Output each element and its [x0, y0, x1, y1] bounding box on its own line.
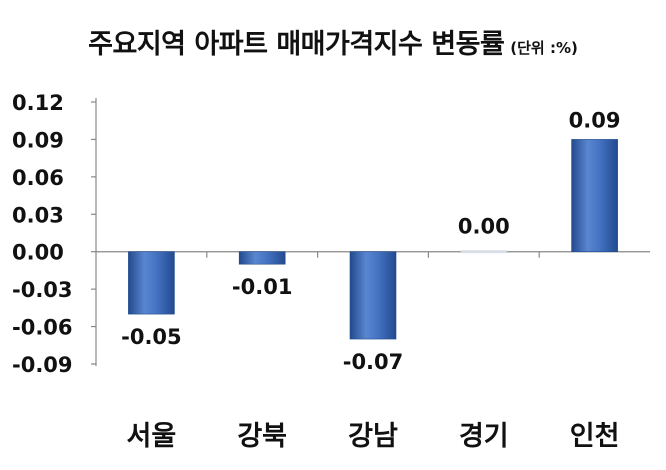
bar — [349, 251, 397, 340]
bar — [460, 250, 507, 254]
x-axis: 서울 강북 강남 경기 인천 — [96, 251, 650, 452]
data-label: 0.00 — [458, 215, 510, 239]
y-tick-label: -0.09 — [12, 353, 73, 377]
bar — [128, 251, 175, 315]
category-label: 서울 — [127, 421, 177, 452]
category-label: 강북 — [237, 421, 287, 452]
y-axis: 0.12 0.09 0.06 0.03 0.00 -0.03 -0.06 -0.09 — [12, 91, 97, 377]
category-label: 강남 — [348, 421, 398, 452]
y-tick-label: -0.06 — [12, 316, 73, 340]
bars — [128, 139, 618, 340]
data-label: -0.05 — [121, 325, 182, 349]
chart-title: 주요지역 아파트 매매가격지수 변동률 — [88, 29, 505, 60]
data-label: -0.01 — [232, 275, 293, 299]
data-label: 0.09 — [569, 108, 621, 132]
chart-title-row: 주요지역 아파트 매매가격지수 변동률 (단위 :%) — [0, 22, 666, 61]
unit-label: (단위 :%) — [510, 39, 578, 57]
y-tick-label: -0.03 — [12, 278, 73, 302]
data-labels: -0.05 -0.01 -0.07 0.00 0.09 — [121, 108, 620, 374]
category-label: 인천 — [570, 421, 620, 452]
y-tick-label: 0.03 — [12, 203, 64, 227]
data-label: -0.07 — [343, 350, 404, 374]
y-tick-label: 0.06 — [12, 166, 64, 190]
y-tick-label: 0.00 — [12, 241, 64, 265]
y-tick-label: 0.09 — [12, 128, 64, 152]
category-label: 경기 — [459, 421, 509, 452]
bar — [571, 139, 618, 253]
bar — [238, 251, 286, 265]
y-tick-label: 0.12 — [12, 91, 64, 115]
